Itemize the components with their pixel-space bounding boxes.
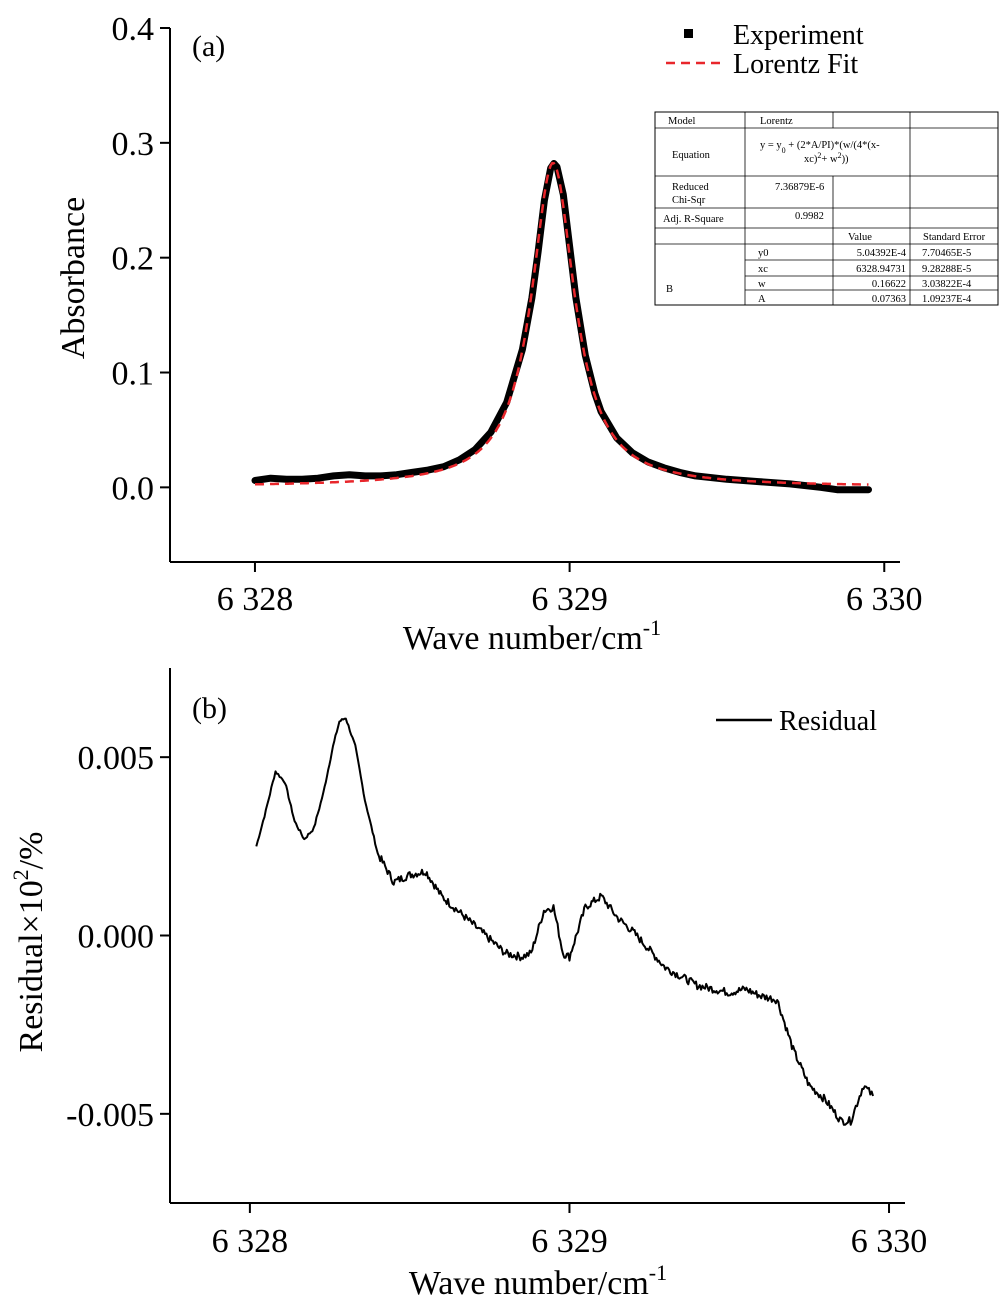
panel-a-y-ticks: 0.0 0.1 0.2 0.3 0.4 [112,11,170,507]
table-chisqr-label: Reduced [672,182,709,193]
table-param-stderr: 9.28288E-5 [922,264,971,275]
table-chisqr-label-cont: Chi-Sqr [672,195,706,206]
table-chisqr-value: 7.36879E-6 [775,182,824,193]
panel-a-absorbance-chart: 6 328 6 329 6 330 0.0 0.1 0.2 0.3 0.4 (a) Abso… [55,11,999,657]
table-value-header: Value [848,232,872,243]
residual-series-line [255,717,874,1126]
table-param-name: xc [758,264,768,275]
table-param-name: w [758,279,766,290]
panel-a-x-axis-title: Wave number/cm-1 [403,615,661,657]
table-param-value: 6328.94731 [856,264,906,275]
table-group-label: B [666,284,673,295]
table-param-name: A [758,294,766,305]
x-tick-label: 6 329 [531,1223,608,1260]
fit-results-table: Model Lorentz Equation y = y0 + (2*A/PI)… [654,111,999,306]
panel-b-series [255,717,874,1126]
x-tick-label: 6 330 [846,581,923,618]
panel-a-axes [169,28,900,563]
table-param-value: 0.16622 [872,279,906,290]
y-tick-label: 0.2 [112,241,155,278]
y-tick-label: 0.005 [78,740,155,777]
panel-a-y-axis-title: Absorbance [55,197,92,359]
panel-b-y-axis-title: Residual×102/% [8,832,50,1053]
x-tick-label: 6 328 [217,581,294,618]
experiment-series-line [251,160,872,494]
panel-a-x-ticks: 6 328 6 329 6 330 [217,562,923,618]
table-param-stderr: 3.03822E-4 [922,279,972,290]
legend-experiment-marker [684,29,693,38]
table-model-value: Lorentz [760,116,793,127]
panel-a-legend: Experiment Lorentz Fit [666,20,864,80]
y-tick-label: 0.0 [112,470,155,507]
y-tick-label: 0.000 [78,919,155,956]
table-param-stderr: 7.70465E-5 [922,248,971,259]
legend-experiment-label: Experiment [733,20,864,51]
table-adjr2-label: Adj. R-Square [663,214,724,225]
table-stderr-header: Standard Error [923,232,986,243]
panel-b-x-ticks: 6 328 6 329 6 330 [212,1203,928,1260]
x-tick-label: 6 330 [851,1223,928,1260]
x-tick-label: 6 328 [212,1223,289,1260]
legend-residual-label: Residual [779,706,877,737]
table-param-name: y0 [758,248,769,259]
panel-b-legend: Residual [716,706,877,737]
table-equation-label: Equation [672,150,711,161]
table-param-value: 5.04392E-4 [857,248,907,259]
panel-a-label: (a) [192,30,225,63]
y-tick-label: -0.005 [66,1097,154,1134]
y-tick-label: 0.1 [112,356,155,393]
panel-b-label: (b) [192,692,227,725]
x-tick-label: 6 329 [531,581,608,618]
table-param-stderr: 1.09237E-4 [922,294,972,305]
table-equation-value: y = y0 + (2*A/PI)*(w/(4*(x- [760,140,880,155]
y-tick-label: 0.4 [112,11,155,48]
table-adjr2-value: 0.9982 [795,211,824,222]
table-param-value: 0.07363 [872,294,906,305]
panel-b-y-ticks: -0.005 0.000 0.005 [66,740,170,1134]
table-model-label: Model [668,116,695,127]
panel-b-x-axis-title: Wave number/cm-1 [409,1260,667,1302]
panel-a-series [251,160,872,494]
panel-b-residual-chart: 6 328 6 329 6 330 -0.005 0.000 0.005 (b) Res… [8,668,927,1302]
legend-lorentz-fit-label: Lorentz Fit [733,49,858,80]
y-tick-label: 0.3 [112,126,155,163]
lorentz-fit-series-line [255,161,869,486]
